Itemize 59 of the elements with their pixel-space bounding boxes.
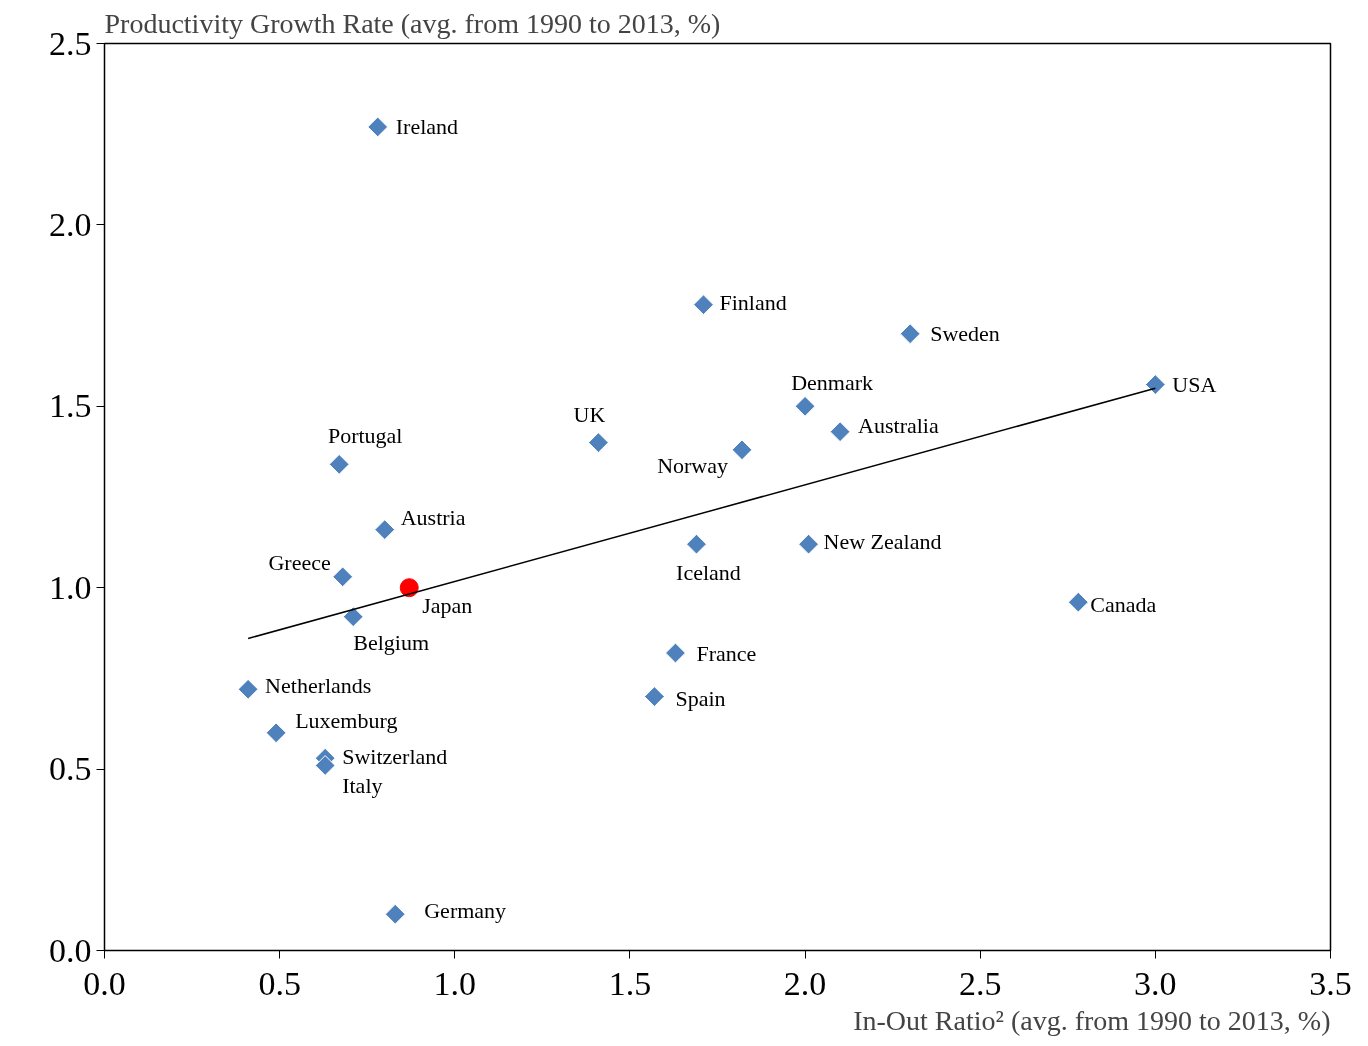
annotation: Greece	[268, 550, 331, 576]
annotation: Sweden	[930, 321, 1000, 347]
annotation: UK	[573, 402, 606, 428]
point	[237, 678, 259, 700]
point	[665, 642, 686, 664]
annotation: Iceland	[676, 559, 741, 585]
point	[399, 578, 419, 598]
point	[693, 294, 714, 316]
x-tick-label: 2.5	[958, 964, 1002, 1002]
point	[731, 439, 753, 461]
annotation: Canada	[1090, 591, 1157, 617]
annotation: Switzerland	[342, 743, 448, 769]
x-tick-label: 3.0	[1134, 964, 1177, 1002]
annotation: Denmark	[791, 369, 873, 395]
annotation: Germany	[424, 897, 507, 923]
x-tick-label: 1.0	[433, 964, 477, 1002]
annotation: Australia	[858, 413, 939, 439]
y-tick-label: 1.5	[49, 387, 92, 425]
annotation: Ireland	[395, 114, 459, 140]
x-tick-label: 0.5	[258, 964, 301, 1002]
annotation: New Zealand	[823, 528, 942, 554]
annotation: Netherlands	[265, 672, 372, 698]
annotation: Finland	[719, 290, 787, 316]
x-axis-title: In-Out Ratio² (avg. from 1990 to 2013, %)	[853, 1004, 1331, 1036]
point	[1067, 591, 1089, 613]
point	[332, 566, 354, 588]
point	[644, 686, 665, 707]
y-tick-label: 1.0	[49, 568, 92, 606]
point	[798, 533, 819, 555]
y-tick-label: 2.5	[49, 24, 92, 62]
point	[588, 432, 609, 453]
x-tick-label: 2.0	[783, 964, 827, 1002]
annotation: USA	[1172, 372, 1217, 398]
annotation: Norway	[657, 453, 729, 479]
y-tick-label: 2.0	[49, 205, 92, 243]
point	[1144, 374, 1166, 395]
point	[794, 395, 816, 417]
annotation: Belgium	[353, 630, 430, 656]
point	[686, 533, 707, 555]
annotation: Portugal	[327, 422, 403, 448]
annotation: Spain	[675, 686, 726, 712]
point	[328, 453, 350, 475]
point	[367, 116, 389, 138]
point	[314, 755, 336, 776]
point	[374, 519, 396, 541]
x-tick-label: 1.5	[608, 964, 652, 1002]
point	[342, 606, 364, 628]
point	[899, 323, 921, 345]
annotation: Italy	[342, 772, 383, 798]
annotation: France	[696, 640, 757, 666]
point	[265, 722, 287, 744]
point	[384, 903, 406, 925]
x-tick-label: 3.5	[1309, 964, 1352, 1002]
annotation: Japan	[422, 593, 473, 619]
annotation: Austria	[400, 505, 466, 531]
y-tick-label: 0.5	[49, 750, 92, 788]
point	[829, 421, 851, 443]
y-axis-title: Productivity Growth Rate (avg. from 1990 to 2013, %)	[104, 7, 721, 39]
annotation: Luxemburg	[295, 708, 398, 734]
